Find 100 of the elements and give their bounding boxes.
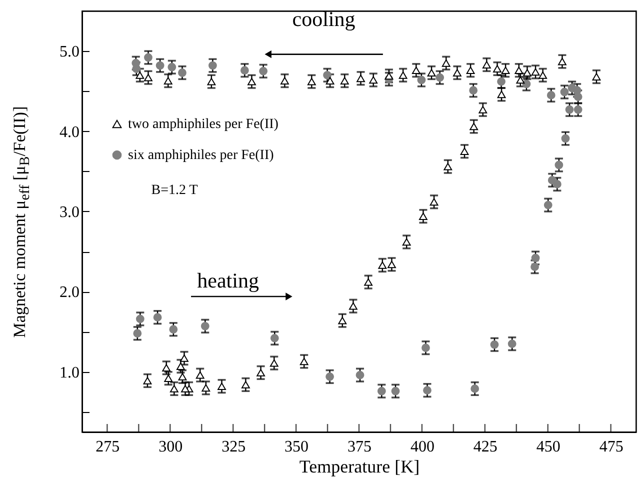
point: [156, 61, 164, 70]
point: [240, 66, 249, 75]
point: [176, 362, 185, 370]
point: [181, 384, 190, 392]
point: [530, 262, 539, 272]
point: [430, 198, 438, 206]
point: [144, 74, 152, 82]
point: [369, 76, 378, 84]
point: [561, 134, 570, 143]
point: [523, 69, 532, 76]
point: [144, 53, 152, 62]
point: [202, 384, 210, 392]
point: [469, 86, 478, 95]
point: [592, 73, 601, 80]
point: [508, 340, 516, 348]
point: [259, 66, 268, 76]
point: [340, 77, 349, 84]
point: [270, 334, 279, 342]
point: [558, 58, 566, 66]
point: [388, 260, 396, 268]
point: [384, 72, 394, 80]
point: [412, 66, 420, 74]
point: [323, 70, 332, 80]
point: [470, 122, 478, 130]
point: [338, 316, 347, 324]
point: [164, 374, 173, 382]
annotation: cooling: [292, 7, 356, 32]
point: [391, 386, 400, 396]
point: [402, 238, 411, 246]
point: [200, 322, 210, 330]
point: [349, 302, 358, 310]
point: [398, 71, 408, 79]
point: [178, 68, 186, 77]
legend-label: two amphiphiles per Fe(II): [128, 117, 279, 132]
point: [482, 61, 491, 68]
point: [466, 66, 475, 74]
point: [356, 370, 364, 380]
point: [208, 61, 217, 70]
point: [444, 162, 452, 170]
point: [554, 160, 564, 170]
point: [248, 78, 256, 86]
point: [548, 176, 556, 184]
point: [132, 64, 141, 73]
point: [531, 254, 540, 262]
point: [218, 382, 226, 390]
point: [478, 106, 488, 114]
point: [196, 371, 204, 379]
y-tick-label: 1.0: [60, 364, 80, 382]
point: [516, 76, 525, 84]
point: [162, 364, 171, 372]
point: [136, 71, 144, 79]
y-tick-label: 2.0: [60, 284, 80, 302]
point: [326, 77, 334, 84]
point: [574, 105, 582, 114]
point: [546, 91, 556, 100]
point: [514, 66, 524, 74]
point: [364, 278, 373, 286]
point: [180, 354, 188, 362]
point: [427, 69, 436, 76]
point: [143, 376, 152, 384]
y-tick-label: 5.0: [60, 44, 80, 61]
annotation: B=1.2 T: [151, 182, 198, 198]
point: [207, 78, 216, 86]
y-tick-label: 4.0: [60, 124, 80, 141]
point: [417, 76, 426, 84]
x-tick-label: 475: [599, 438, 624, 456]
point: [164, 77, 172, 84]
x-tick-label: 400: [410, 438, 434, 456]
point: [574, 92, 582, 102]
annotation: heating: [197, 268, 260, 293]
point: [544, 200, 552, 210]
point: [436, 73, 444, 82]
point: [356, 74, 365, 82]
point: [490, 340, 499, 349]
point: [423, 386, 432, 394]
point: [133, 329, 142, 338]
x-tick-label: 375: [348, 438, 372, 456]
x-axis-title: Temperature [K]: [299, 456, 420, 476]
x-tick-label: 450: [536, 438, 560, 456]
point: [453, 69, 462, 76]
point: [170, 384, 178, 392]
point: [501, 66, 510, 74]
point: [280, 77, 289, 84]
point: [300, 358, 308, 366]
point: [169, 325, 178, 334]
x-tick-label: 275: [96, 438, 120, 456]
x-tick-label: 300: [158, 438, 183, 456]
point: [136, 314, 144, 324]
point: [168, 62, 176, 72]
point: [419, 212, 428, 220]
point: [497, 90, 506, 98]
point: [178, 372, 187, 380]
point: [377, 386, 386, 396]
point: [531, 68, 540, 76]
point: [538, 71, 548, 79]
point: [493, 65, 502, 72]
x-tick-label: 425: [473, 438, 498, 456]
point: [270, 359, 278, 367]
point: [307, 78, 316, 86]
point: [153, 313, 162, 322]
